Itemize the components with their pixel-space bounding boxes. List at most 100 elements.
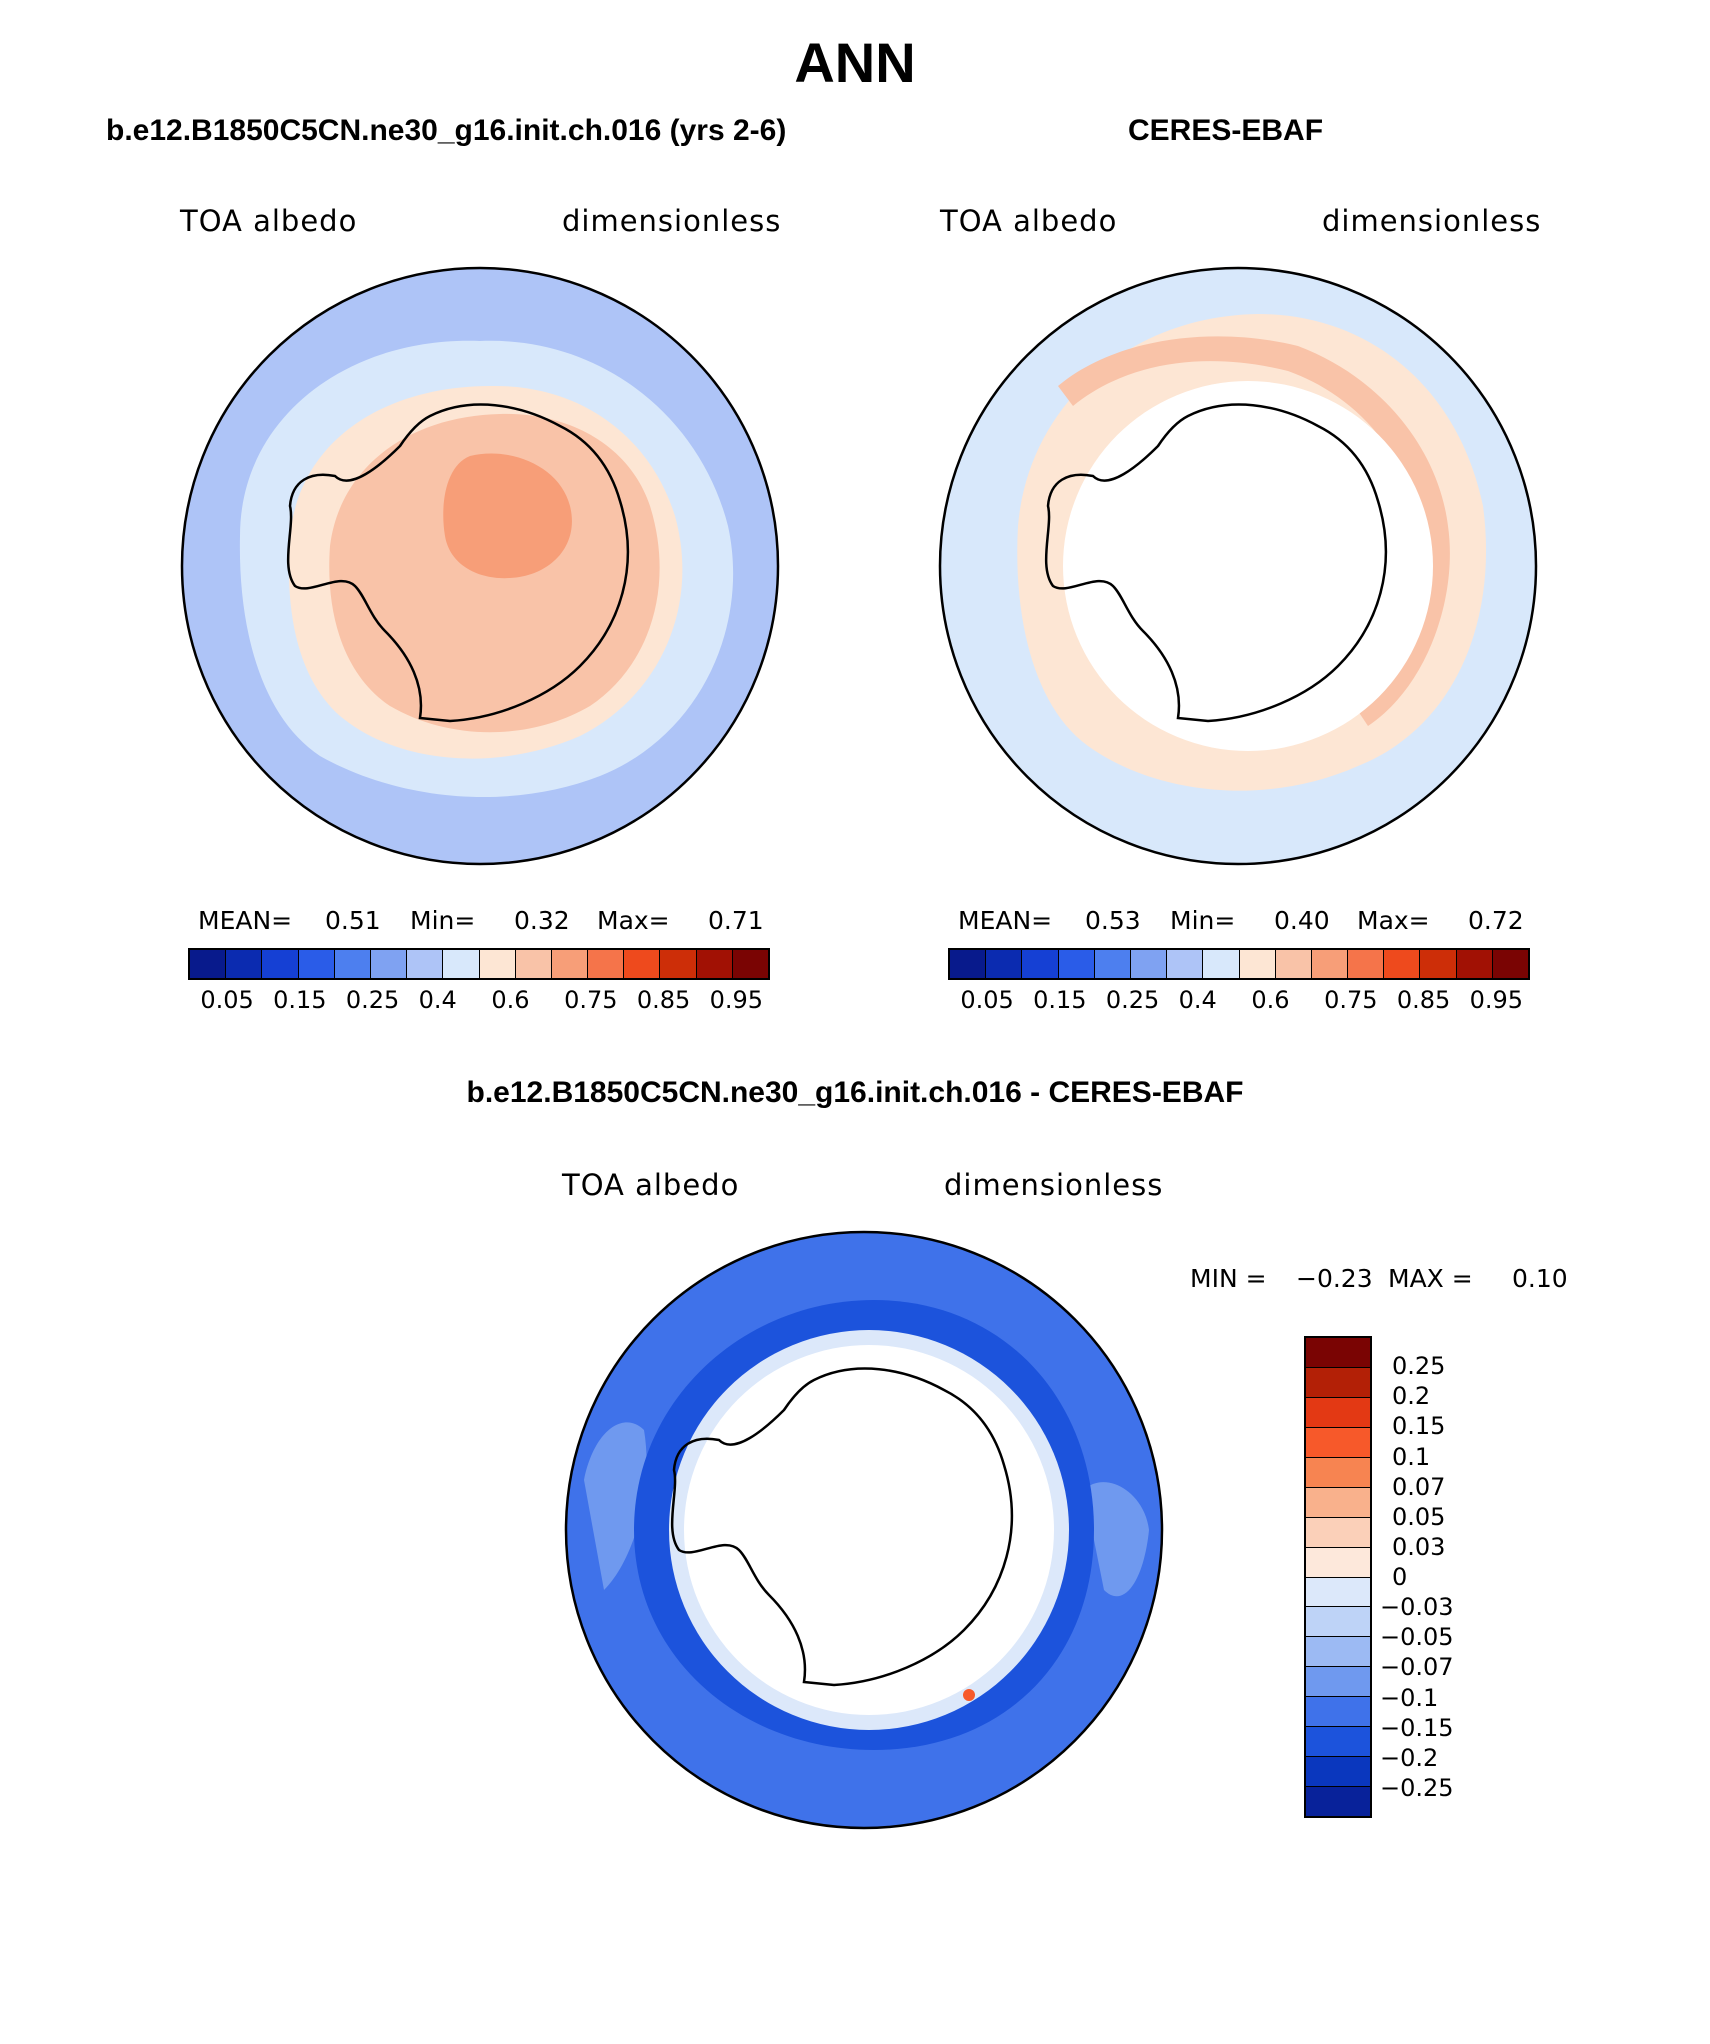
- panel2-units: dimensionless: [1322, 204, 1542, 238]
- colorbar-swatch: [1306, 1457, 1370, 1488]
- colorbar-tick-label: 0.75: [564, 986, 618, 1014]
- colorbar-swatch: [479, 950, 516, 978]
- colorbar-swatch: [515, 950, 552, 978]
- colorbar-swatch: [1306, 1727, 1370, 1758]
- colorbar-swatch: [1275, 950, 1312, 978]
- colorbar-swatch: [1306, 1427, 1370, 1458]
- diff-map: [564, 1230, 1164, 1830]
- colorbar-tick-label: 0.25: [345, 986, 400, 1014]
- colorbar-tick-label: 0.05: [200, 986, 254, 1014]
- colorbar-swatch: [624, 950, 661, 978]
- colorbar-tick-label: 0.4: [1178, 986, 1217, 1014]
- panel1-variable: TOA albedo: [180, 204, 358, 238]
- colorbar-swatch: [1306, 1367, 1370, 1398]
- colorbar-swatch: [1456, 950, 1493, 978]
- colorbar-swatch: [1492, 950, 1528, 978]
- panel1-continent-outline: [286, 403, 630, 723]
- colorbar-tick-label: 0.25: [1105, 986, 1160, 1014]
- colorbar-swatch: [1130, 950, 1168, 978]
- colorbar-swatch: [588, 950, 625, 978]
- colorbar-tick-label: 0.15: [1033, 986, 1087, 1014]
- colorbar-tick-label: −0.05: [1380, 1623, 1454, 1652]
- panel1-max-label: Max=: [597, 906, 670, 935]
- colorbar-tick-label: 0.95: [709, 986, 764, 1014]
- colorbar-swatch: [1348, 950, 1385, 978]
- colorbar-swatch: [986, 950, 1023, 978]
- diff-min-value: −0.23: [1296, 1264, 1373, 1293]
- colorbar-swatch: [262, 950, 299, 978]
- colorbar-swatch: [298, 950, 335, 978]
- panel2-title: CERES-EBAF: [1128, 114, 1324, 147]
- colorbar-tick-label: 0.85: [1396, 986, 1451, 1014]
- colorbar-swatch: [226, 950, 263, 978]
- colorbar-tick-label: 0.05: [960, 986, 1014, 1014]
- panel2-map: [938, 266, 1538, 866]
- panel1-min-label: Min=: [410, 906, 476, 935]
- colorbar-tick-label: −0.15: [1380, 1713, 1454, 1742]
- colorbar-tick-label: −0.2: [1380, 1743, 1439, 1772]
- colorbar-swatch: [1311, 950, 1349, 978]
- colorbar-tick-label: 0.07: [1392, 1472, 1446, 1501]
- colorbar-swatch: [443, 950, 480, 978]
- diff-max-value: 0.10: [1512, 1264, 1568, 1293]
- colorbar-swatch: [1306, 1577, 1370, 1608]
- colorbar-tick-label: 0.1: [1392, 1442, 1431, 1471]
- colorbar-swatch: [1203, 950, 1240, 978]
- colorbar-tick-label: −0.07: [1380, 1653, 1454, 1682]
- colorbar-tick-label: 0.2: [1392, 1382, 1431, 1411]
- diff-continent-outline: [670, 1367, 1014, 1687]
- colorbar-swatch: [1306, 1667, 1370, 1698]
- colorbar-swatch: [1306, 1757, 1370, 1788]
- colorbar-tick-label: −0.1: [1380, 1683, 1439, 1712]
- colorbar-tick-label: 0.15: [1392, 1412, 1446, 1441]
- diff-min-label: MIN =: [1190, 1264, 1267, 1293]
- diff-title: b.e12.B1850C5CN.ne30_g16.init.ch.016 - C…: [466, 1076, 1244, 1109]
- colorbar-swatch: [334, 950, 371, 978]
- colorbar-swatch: [190, 950, 227, 978]
- panel2-continent-outline: [1044, 403, 1388, 723]
- diff-colorbar: [1304, 1336, 1372, 1818]
- panel2-variable: TOA albedo: [940, 204, 1118, 238]
- colorbar-swatch: [1306, 1338, 1370, 1368]
- colorbar-tick-label: 0.6: [1251, 986, 1290, 1014]
- panel2-max-label: Max=: [1357, 906, 1430, 935]
- diff-units: dimensionless: [944, 1168, 1164, 1202]
- colorbar-tick-label: −0.25: [1380, 1773, 1454, 1802]
- colorbar-swatch: [950, 950, 987, 978]
- colorbar-swatch: [732, 950, 768, 978]
- panel1-units: dimensionless: [562, 204, 782, 238]
- colorbar-swatch: [407, 950, 444, 978]
- panel1-max-value: 0.71: [708, 906, 764, 935]
- panel1-title: b.e12.B1850C5CN.ne30_g16.init.ch.016 (yr…: [106, 114, 787, 147]
- panel2-region-salmon-arc: [1058, 336, 1450, 726]
- colorbar-swatch: [1239, 950, 1276, 978]
- colorbar-swatch: [696, 950, 733, 978]
- colorbar-tick-label: 0.85: [636, 986, 691, 1014]
- colorbar-tick-label: 0.15: [273, 986, 327, 1014]
- colorbar-swatch: [1306, 1397, 1370, 1428]
- colorbar-swatch: [1094, 950, 1131, 978]
- panel2-min-label: Min=: [1170, 906, 1236, 935]
- colorbar-tick-label: 0.05: [1392, 1502, 1446, 1531]
- colorbar-swatch: [370, 950, 408, 978]
- panel2-mean-value: 0.53: [1085, 906, 1141, 935]
- colorbar-swatch: [1022, 950, 1059, 978]
- panel2-max-value: 0.72: [1468, 906, 1524, 935]
- colorbar-swatch: [1420, 950, 1457, 978]
- panel1-mean-label: MEAN=: [198, 906, 293, 935]
- colorbar-tick-label: 0: [1392, 1563, 1408, 1591]
- colorbar-swatch: [1306, 1487, 1370, 1518]
- colorbar-tick-label: 0.03: [1392, 1532, 1446, 1561]
- colorbar-swatch: [1306, 1547, 1370, 1578]
- panel2-mean-label: MEAN=: [958, 906, 1053, 935]
- panel2-colorbar: [948, 948, 1530, 980]
- panel1-min-value: 0.32: [514, 906, 570, 935]
- colorbar-tick-label: −0.03: [1380, 1593, 1454, 1622]
- colorbar-swatch: [1306, 1607, 1370, 1638]
- colorbar-swatch: [660, 950, 697, 978]
- colorbar-tick-label: 0.95: [1469, 986, 1524, 1014]
- panel1-colorbar: [188, 948, 770, 980]
- diff-variable: TOA albedo: [562, 1168, 740, 1202]
- figure-title: ANN: [794, 31, 916, 94]
- diff-region-light-patches: [584, 1422, 1149, 1597]
